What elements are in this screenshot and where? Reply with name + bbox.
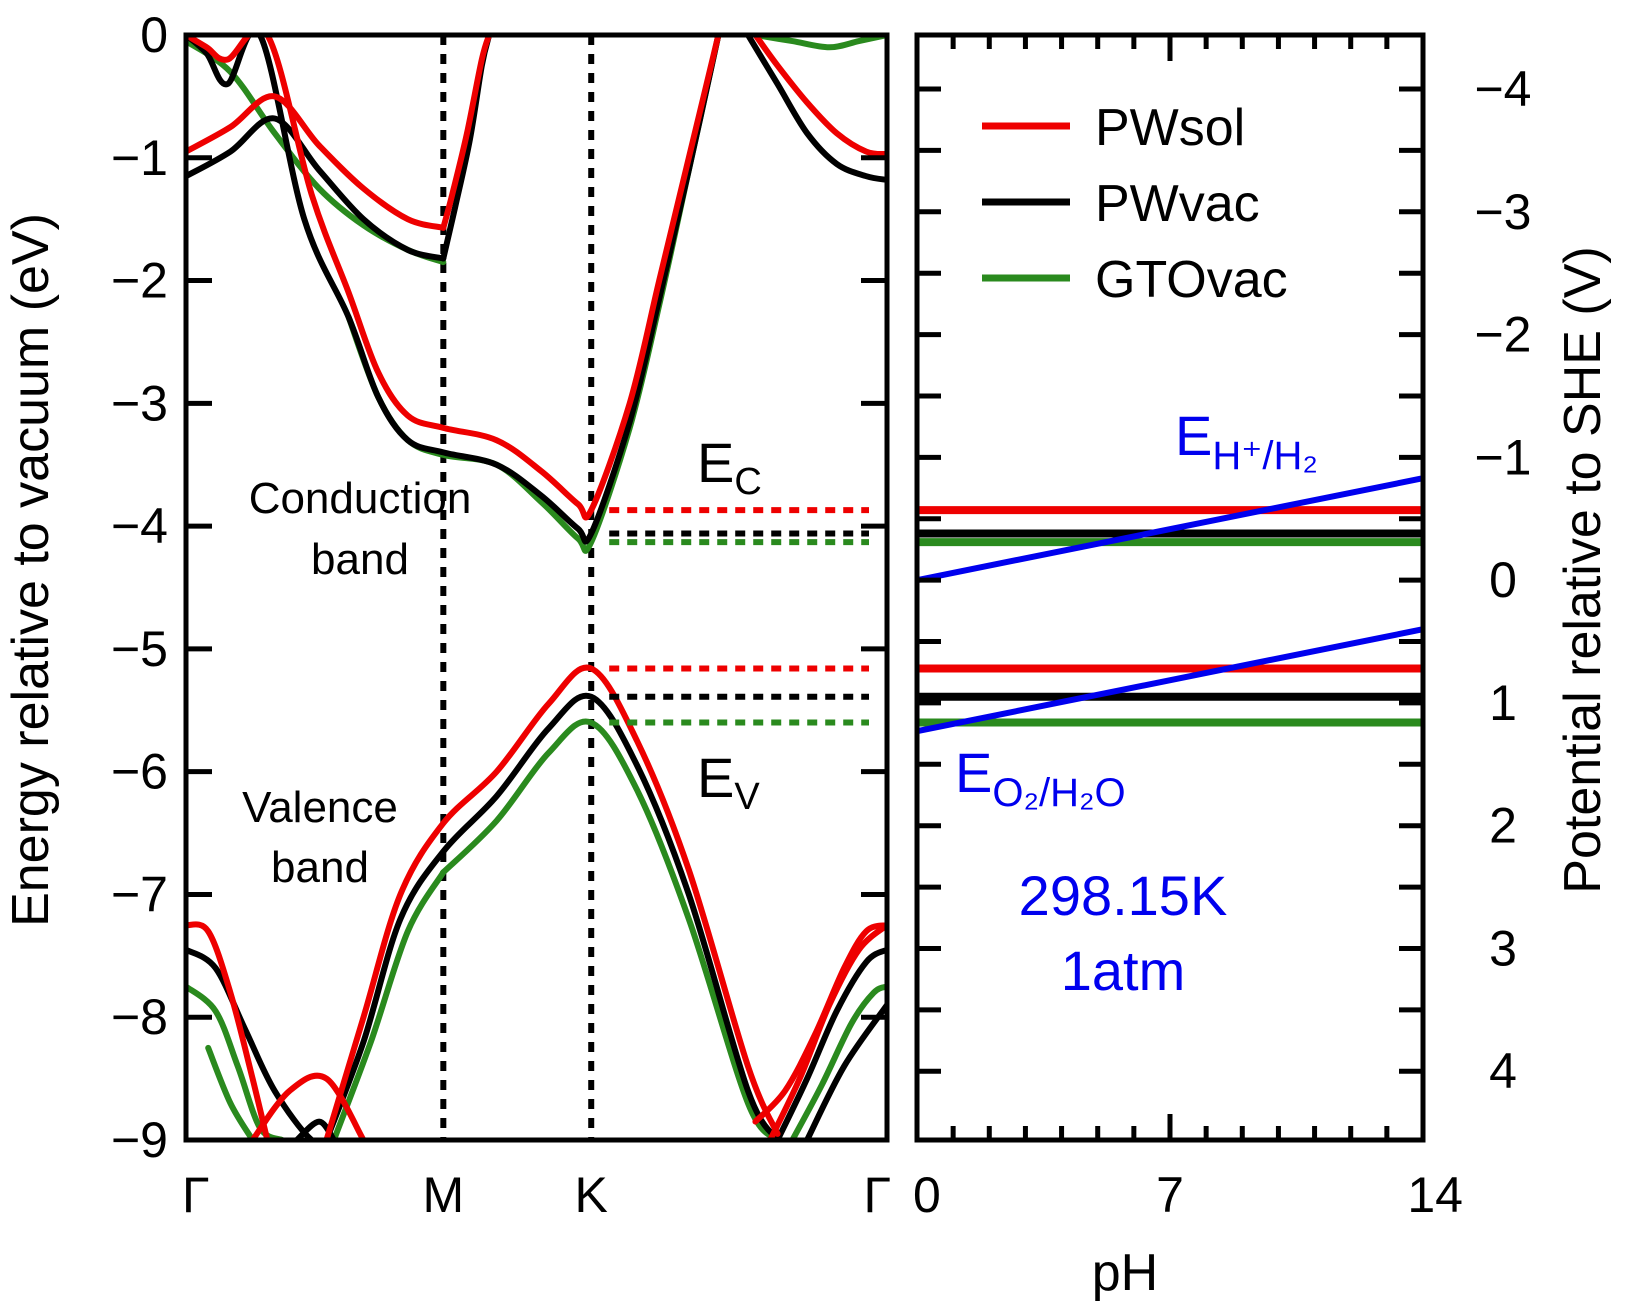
energy-tick-label--7: −7 xyxy=(111,866,168,922)
legend-label-PWvac: PWvac xyxy=(1095,175,1260,233)
energy-tick-label--8: −8 xyxy=(111,989,168,1045)
ph-axis-title: pH xyxy=(1092,1244,1158,1302)
temperature-label: 298.15K xyxy=(1019,864,1228,927)
ec-label-main: E xyxy=(697,431,734,494)
she-tick-label--1: −1 xyxy=(1474,429,1531,485)
conduction-band-label-line1: Conduction xyxy=(249,474,472,523)
band-structure-frame xyxy=(183,32,890,1143)
band-PWsol-valence-5 xyxy=(767,922,887,1140)
she-tick-label--4: −4 xyxy=(1474,61,1531,117)
redox-line-1 xyxy=(917,626,1423,735)
band-structure-panel: 0 −1 −2 −3 −4 −5 −6 −7 −8 −9 Γ M K Γ Energy relative… xyxy=(2,7,891,1223)
band-PWsol-conduction-3 xyxy=(440,35,493,231)
band-edge-markers xyxy=(609,507,869,726)
legend-label-GTOvac: GTOvac xyxy=(1095,251,1288,309)
ph-potential-ticks: −4 −3 −2 −1 0 1 2 3 4 0 7 14 xyxy=(913,35,1532,1223)
energy-tick-label--1: −1 xyxy=(111,130,168,186)
conduction-band-label-line2: band xyxy=(311,535,409,584)
ph-tick-label-7: 7 xyxy=(1156,1167,1184,1223)
band-PWsol-valence-3 xyxy=(249,1072,367,1140)
band-PWvac-valence-4 xyxy=(774,946,887,1140)
ev-label-sub: V xyxy=(734,776,760,818)
oxygen-redox-label-sub: O₂/H₂O xyxy=(992,771,1125,815)
redox-line-0 xyxy=(917,475,1423,584)
k-tick-label-2: K xyxy=(575,1167,608,1223)
she-tick-label--3: −3 xyxy=(1474,184,1531,240)
band-PWvac-conduction-1 xyxy=(186,115,447,262)
oxygen-redox-label: EO₂/H₂O xyxy=(955,741,1126,815)
band-GTOvac-valence-3 xyxy=(205,1044,256,1140)
band-GTOvac-valence-4 xyxy=(789,983,887,1140)
pressure-label: 1atm xyxy=(1061,939,1186,1002)
valence-band-label-line1: Valence xyxy=(242,783,398,832)
band-PWsol-conduction-2 xyxy=(186,35,722,521)
ec-label-sub: C xyxy=(734,461,761,503)
energy-tick-label--3: −3 xyxy=(111,375,168,431)
valence-band-label-line2: band xyxy=(271,843,369,892)
energy-axis-title: Energy relative to vacuum (eV) xyxy=(2,213,60,927)
band-PWsol-valence-1 xyxy=(323,664,781,1140)
k-tick-label-0: Γ xyxy=(182,1167,210,1223)
she-tick-label-2: 2 xyxy=(1489,798,1517,854)
she-tick-label-1: 1 xyxy=(1489,675,1517,731)
band-PWvac-conduction-2 xyxy=(186,35,722,545)
band-PWvac-valence-2 xyxy=(186,946,337,1140)
energy-tick-label--6: −6 xyxy=(111,744,168,800)
band-edge-lines xyxy=(917,506,1423,727)
band-PWvac-valence-1 xyxy=(323,692,781,1140)
k-tick-label-3: Γ xyxy=(863,1167,891,1223)
she-tick-label--2: −2 xyxy=(1474,307,1531,363)
energy-axis-ticks: 0 −1 −2 −3 −4 −5 −6 −7 −8 −9 xyxy=(111,7,887,1168)
band-PWsol-conduction-4 xyxy=(752,35,887,158)
oxygen-redox-label-main: E xyxy=(955,741,992,804)
ph-tick-label-0: 0 xyxy=(913,1167,941,1223)
legend-label-PWsol: PWsol xyxy=(1095,99,1245,157)
she-axis-title: Potential relative to SHE (V) xyxy=(1554,246,1612,893)
band-GTOvac-conduction-1 xyxy=(186,38,447,266)
ph-potential-panel: −4 −3 −2 −1 0 1 2 3 4 0 7 14 PWsol PWvac GTOvac pH Po… xyxy=(913,32,1612,1302)
band-PWsol-valence-2 xyxy=(186,921,271,1140)
band-curves xyxy=(186,35,887,1140)
ph-tick-label-14: 14 xyxy=(1407,1167,1463,1223)
hydrogen-redox-label-main: E xyxy=(1175,404,1212,467)
hydrogen-redox-label: EH⁺/H₂ xyxy=(1175,404,1318,478)
energy-tick-label-0: 0 xyxy=(140,7,168,63)
energy-tick-label--5: −5 xyxy=(111,621,168,677)
k-point-lines xyxy=(440,35,595,1140)
legend: PWsol PWvac GTOvac xyxy=(982,99,1288,309)
energy-tick-label--9: −9 xyxy=(111,1112,168,1168)
ev-label: EV xyxy=(697,746,760,818)
ec-label: EC xyxy=(697,431,762,503)
hydrogen-redox-label-sub: H⁺/H₂ xyxy=(1212,434,1318,478)
redox-potential-lines xyxy=(917,475,1423,735)
she-tick-label-3: 3 xyxy=(1489,920,1517,976)
energy-tick-label--2: −2 xyxy=(111,253,168,309)
band-PWvac-conduction-4 xyxy=(745,35,887,183)
k-tick-label-1: M xyxy=(423,1167,465,1223)
band-GTOvac-valence-1 xyxy=(440,718,781,1140)
energy-tick-label--4: −4 xyxy=(111,498,168,554)
she-tick-label-4: 4 xyxy=(1489,1043,1517,1099)
ev-label-main: E xyxy=(697,746,734,809)
she-tick-label-0: 0 xyxy=(1489,552,1517,608)
band-GTOvac-conduction-4 xyxy=(752,35,887,51)
band-GTOvac-valence-1b xyxy=(330,869,447,1140)
band-PWsol-conduction-1 xyxy=(186,93,447,231)
